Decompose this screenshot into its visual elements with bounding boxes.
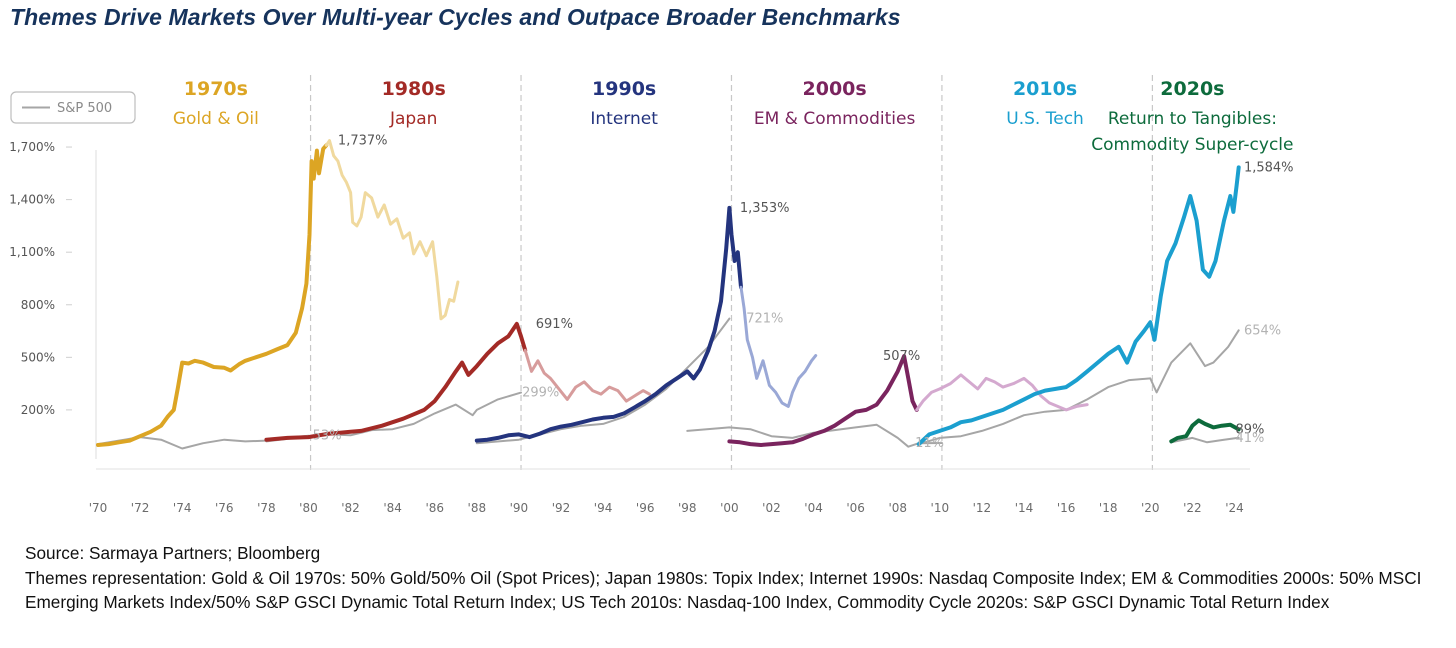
x-tick-label: '84 (383, 501, 402, 515)
data-label: 299% (522, 386, 559, 401)
axes: '70 '72 '74 '76 '78 '80 '82 '84 '86 '88 '90 '92 '94 '… (89, 150, 1250, 515)
page-title: Themes Drive Markets Over Multi-year Cyc… (10, 4, 901, 30)
theme-line (264, 321, 528, 442)
x-tick-label: '90 (510, 501, 529, 515)
data-label: 1,737% (338, 134, 388, 149)
x-tick-label: '06 (846, 501, 865, 515)
theme-line (96, 143, 329, 447)
x-tick-label: '82 (341, 501, 360, 515)
data-label: 53% (313, 429, 342, 444)
sp500-line (917, 329, 1240, 446)
x-tick-label: '96 (636, 501, 655, 515)
sp500-line (265, 391, 522, 443)
decade-dividers (309, 75, 1153, 470)
x-tick-label: '86 (425, 501, 444, 515)
data-label: 507% (883, 349, 920, 364)
data-label: 89% (1236, 422, 1265, 437)
data-label: 41% (1236, 431, 1265, 446)
x-tick-label: '94 (594, 501, 613, 515)
data-label: 1,353% (740, 201, 790, 216)
data-label: 654% (1244, 323, 1281, 338)
x-tick-label: '74 (173, 501, 192, 515)
x-tick-label: '72 (131, 501, 150, 515)
era-decade-label: 2020s (1160, 78, 1224, 100)
x-tick-label: '14 (1015, 501, 1034, 515)
y-tick-label: 500% (21, 350, 55, 364)
x-tick-label: '04 (804, 501, 823, 515)
x-tick-label: '76 (215, 501, 234, 515)
theme-line (916, 165, 1241, 447)
era-theme-label: U.S. Tech (1006, 109, 1084, 129)
x-tick-label: '24 (1225, 501, 1244, 515)
theme-line (739, 285, 818, 408)
era-theme-label: Commodity Super-cycle (1091, 135, 1293, 155)
era-headers: 1970s Gold & Oil 1980s Japan 1990s Internet 20… (173, 78, 1294, 155)
data-label: 1,584% (1244, 160, 1294, 175)
sp500-line (475, 317, 731, 445)
y-tick-label: 200% (21, 403, 55, 417)
y-tick-label: 1,400% (9, 193, 55, 207)
x-tick-label: '98 (678, 501, 697, 515)
data-label: 691% (536, 317, 573, 332)
theme-line (523, 348, 651, 403)
era-theme-label: Japan (389, 109, 437, 129)
x-tick-label: '02 (762, 501, 781, 515)
x-tick-label: '80 (299, 501, 318, 515)
era-decade-label: 1980s (382, 78, 446, 100)
themes-line-chart: 200% 500% 800% 1,100% 1,400% 1,700% '70 '72 '74… (9, 75, 1294, 515)
x-tick-label: '70 (89, 501, 108, 515)
methodology-note: Themes representation: Gold & Oil 1970s:… (25, 567, 1422, 613)
y-tick-label: 800% (21, 298, 55, 312)
theme-line (324, 139, 460, 321)
era-theme-label: Internet (590, 109, 658, 129)
x-tick-label: '78 (257, 501, 276, 515)
era-decade-label: 2010s (1013, 78, 1077, 100)
theme-line (915, 373, 1089, 412)
theme-line (727, 354, 919, 447)
x-tick-label: '08 (888, 501, 907, 515)
x-tick-label: '10 (931, 501, 950, 515)
x-tick-label: '92 (552, 501, 571, 515)
data-label: 11% (915, 436, 944, 451)
x-tick-label: '22 (1183, 501, 1202, 515)
era-theme-label: EM & Commodities (754, 109, 916, 129)
theme-line (1169, 418, 1241, 444)
era-theme-label: Return to Tangibles: (1108, 109, 1277, 129)
x-tick-label: '20 (1141, 501, 1160, 515)
theme-line (474, 205, 743, 443)
y-tick-label: 1,700% (9, 140, 55, 154)
data-label: 721% (746, 312, 783, 327)
x-tick-label: '18 (1099, 501, 1118, 515)
data-labels: 1,737% 691% 299% 53% 1,353% 721% 507% 11% 1,584%… (313, 134, 1294, 451)
x-tick-label: '88 (468, 501, 487, 515)
source-note: Source: Sarmaya Partners; Bloomberg (25, 543, 321, 563)
sp500-line (686, 423, 943, 448)
theme-series (96, 139, 1241, 447)
legend: S&P 500 (10, 91, 136, 124)
x-tick-label: '16 (1057, 501, 1076, 515)
x-tick-label: '12 (973, 501, 992, 515)
legend-label: S&P 500 (57, 101, 112, 116)
y-gridlines: 200% 500% 800% 1,100% 1,400% 1,700% (9, 140, 72, 417)
x-tick-label: '00 (720, 501, 739, 515)
era-decade-label: 1990s (592, 78, 656, 100)
era-decade-label: 1970s (184, 78, 248, 100)
footer: Source: Sarmaya Partners; Bloomberg Them… (25, 541, 1435, 615)
legend-box (10, 91, 136, 124)
y-tick-label: 1,100% (9, 245, 55, 259)
era-theme-label: Gold & Oil (173, 109, 259, 129)
sp500-line (1170, 436, 1240, 444)
era-decade-label: 2000s (803, 78, 867, 100)
